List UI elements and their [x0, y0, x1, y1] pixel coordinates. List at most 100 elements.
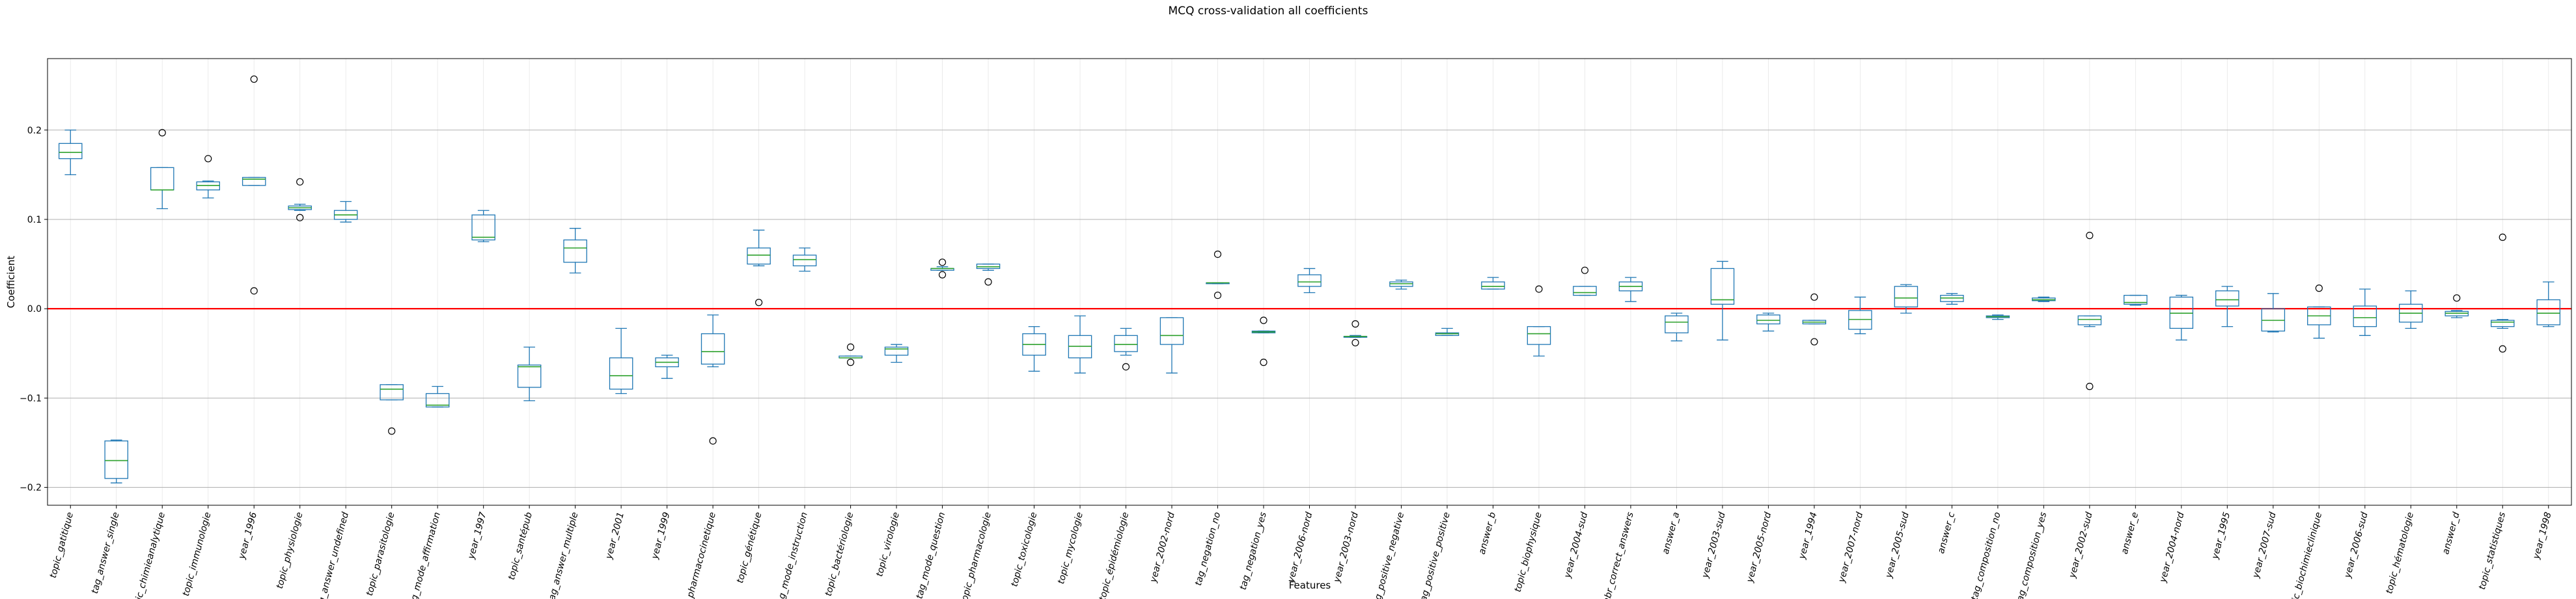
x-tick-label: year_2004-sud	[1562, 511, 1590, 580]
box-iqr	[2077, 315, 2102, 326]
y-tick-label: 0.1	[27, 215, 42, 225]
outlier-point	[250, 75, 258, 83]
box-iqr	[1756, 314, 1780, 325]
box-year_2007-sud	[2261, 293, 2286, 333]
box-iqr	[1710, 268, 1735, 305]
box-iqr	[425, 393, 450, 408]
outlier-point	[1535, 285, 1543, 293]
box-answer_e	[2124, 294, 2148, 306]
outlier-point	[1810, 338, 1818, 346]
outlier-point	[1351, 339, 1359, 346]
box-year_2002-nord	[1159, 317, 1184, 374]
box-tag_mode_question	[930, 258, 954, 279]
chart-title: MCQ cross-validation all coefficients	[1169, 5, 1368, 18]
outlier-point	[158, 129, 166, 137]
x-tick-label: tag_mode_affirmation	[407, 511, 443, 599]
x-tick-label: topic_statistiques	[2477, 511, 2508, 591]
x-tick-label: topic_parasitologie	[365, 511, 397, 597]
box-iqr	[380, 384, 404, 400]
box-iqr	[2124, 294, 2148, 305]
x-tick-label: year_1996	[236, 511, 259, 561]
box-year_1998	[2536, 281, 2561, 327]
x-tick-label: year_1999	[650, 511, 672, 561]
outlier-point	[1260, 316, 1267, 324]
y-tick-label: 0.0	[27, 304, 42, 314]
x-tick-label: tag_answer_multiple	[546, 511, 581, 599]
y-tick-label: −0.1	[20, 393, 42, 404]
x-tick-label: topic_génétique	[735, 511, 764, 585]
x-tick-label: tag_composition_yes	[2014, 511, 2049, 599]
box-topic_biophysique	[1527, 285, 1551, 357]
box-year_2005-sud	[1894, 284, 1918, 314]
box-answer_b	[1481, 277, 1505, 290]
x-tick-label: topic_épidémiologie	[1098, 511, 1131, 599]
box-iqr	[1894, 286, 1918, 308]
outlier-point	[755, 298, 763, 307]
outlier-point	[846, 358, 855, 367]
x-tick-label: topic_pharmacologie	[959, 511, 993, 599]
box-year_2003-sud	[1710, 260, 1735, 341]
box-topic_statistiques	[2490, 233, 2515, 353]
box-iqr	[1159, 317, 1184, 345]
x-tick-label: tag_composition_no	[1969, 511, 2003, 599]
box-topic_gatitique	[58, 130, 83, 176]
box-topic_physiologie	[288, 178, 312, 221]
outlier-point	[709, 437, 717, 445]
x-tick-label: year_2003-nord	[1331, 511, 1360, 584]
box-iqr	[792, 255, 817, 266]
x-tick-label: answer_e	[2120, 511, 2141, 555]
x-tick-label: answer_c	[1936, 511, 1957, 555]
box-iqr	[2353, 305, 2377, 327]
box-tag_negation_yes	[1251, 316, 1276, 367]
box-iqr	[2490, 320, 2515, 327]
x-tick-label: tag_answer_undefined	[314, 511, 351, 599]
box-iqr	[884, 346, 909, 356]
x-tick-label: year_2003-sud	[1700, 511, 1728, 580]
outlier-point	[296, 178, 304, 186]
outlier-point	[2453, 294, 2461, 302]
box-tag_answer_multiple	[563, 228, 587, 273]
box-topic_santépub	[517, 346, 542, 402]
outlier-point	[2086, 232, 2094, 240]
x-tick-label: year_1994	[1797, 511, 1820, 561]
outlier-point	[1213, 250, 1222, 258]
x-tick-label: topic_immunologie	[181, 511, 214, 597]
grid-layer	[48, 59, 2571, 505]
box-iqr	[2536, 299, 2561, 326]
box-iqr	[563, 239, 587, 263]
box-iqr	[2215, 290, 2239, 307]
box-topic_épidémiologie	[1114, 327, 1138, 370]
box-topic_toxicologie	[1022, 326, 1046, 372]
x-tick-label: topic_santépub	[506, 511, 534, 581]
outlier-point	[1122, 363, 1130, 370]
x-tick-label: answer_a	[1661, 511, 1682, 555]
x-tick-label: year_2002-sud	[2067, 511, 2095, 580]
box-nbr_correct_answers	[1618, 277, 1643, 302]
box-topic_bactériologie	[838, 343, 863, 367]
x-tick-label: topic_gatitique	[48, 511, 76, 579]
box-answer_a	[1665, 313, 1689, 342]
box-topic_génétique	[747, 229, 771, 307]
x-tick-label: year_1995	[2209, 511, 2232, 561]
outlier-point	[388, 427, 396, 435]
box-topic_immunologie	[196, 155, 220, 199]
y-axis-label: Coefficient	[5, 256, 17, 309]
outlier-point	[2499, 233, 2506, 241]
x-tick-label: topic_biophysique	[1513, 511, 1544, 593]
box-tag_answer_undefined	[333, 201, 358, 223]
x-tick-label: tag_negation_yes	[1238, 511, 1269, 591]
box-year_2006-nord	[1297, 268, 1322, 294]
box-year_2004-sud	[1573, 266, 1597, 296]
box-iqr	[104, 440, 129, 479]
x-tick-label: topic_hématologie	[2384, 511, 2416, 595]
x-tick-label: topic_physiologie	[275, 511, 305, 590]
box-year_2006-sud	[2353, 288, 2377, 336]
x-tick-label: answer_d	[2441, 511, 2462, 555]
outlier-point	[2086, 382, 2094, 391]
x-tick-label: tag_negation_no	[1193, 511, 1223, 587]
outlier-point	[1810, 293, 1818, 301]
x-tick-label: year_1997	[466, 511, 489, 561]
box-iqr	[58, 143, 83, 160]
box-year_2003-nord	[1343, 320, 1368, 346]
